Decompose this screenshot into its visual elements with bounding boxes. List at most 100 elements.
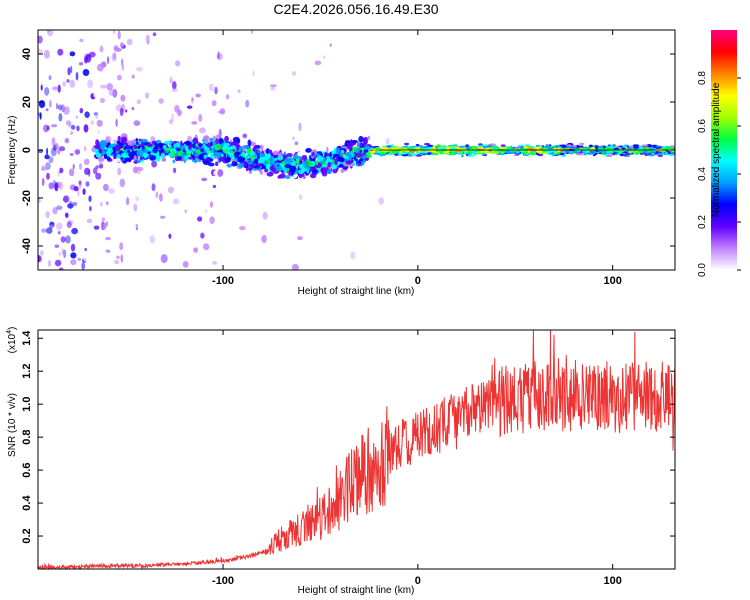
spectrogram-ridge-cell (258, 168, 263, 173)
spectrogram-ridge-cell (363, 137, 368, 141)
spectrogram-noise-cell (61, 248, 65, 255)
spectrogram-noise-cell (106, 56, 110, 64)
spectrogram-ridge-cell (603, 150, 607, 154)
spectrogram-ridge-cell (435, 153, 439, 156)
spectrogram-noise-cell (252, 70, 255, 77)
spectrogram-noise-cell (212, 184, 217, 189)
spectrogram-ridge-cell (358, 135, 364, 143)
spectrogram-noise-cell (119, 242, 124, 251)
spectrogram-ridge-cell (216, 152, 222, 158)
spectrogram-ridge-cell (349, 153, 352, 160)
spectrogram-noise-cell (182, 261, 189, 268)
spectrogram-noise-cell (298, 194, 303, 200)
spectrogram-noise-cell (84, 145, 87, 152)
spectrogram-noise-cell (117, 30, 121, 40)
spectrogram-ylabel: Frequency (Hz) (7, 116, 18, 185)
spectrogram-noise-cell (294, 141, 299, 146)
spectrogram-ridge-cell (363, 140, 367, 147)
colorbar-tick-label: 0.6 (697, 119, 708, 133)
spectrogram-noise-cell (162, 247, 167, 252)
spectrogram-noise-cell (135, 227, 138, 231)
spectrogram-ridge-cell (571, 150, 579, 154)
spectrogram-noise-cell (213, 170, 217, 176)
snr-frame (37, 329, 676, 570)
spectrogram-noise-cell (143, 105, 150, 113)
spectrogram-noise-cell (58, 252, 62, 256)
spectrogram-heatmap (38, 30, 675, 270)
spectrogram-ridge-cell (345, 140, 351, 144)
spectrogram-noise-cell (173, 167, 177, 174)
spectrogram-ridge-cell (255, 149, 258, 155)
spectrogram-noise-cell (105, 237, 112, 241)
spectrogram-ridge-cell (226, 163, 232, 168)
spectrogram-ridge-cell (387, 152, 394, 156)
spectrogram-noise-cell (69, 153, 74, 156)
spectrogram-noise-cell (83, 124, 89, 133)
spectrogram-ridge-cell (136, 149, 144, 156)
spectrogram-noise-cell (44, 49, 50, 59)
spectrogram-ridge-cell (311, 152, 315, 157)
spectrogram-noise-cell (239, 226, 246, 231)
spectrogram-noise-cell (121, 58, 124, 67)
spectrogram-ridge-cell (259, 144, 264, 151)
spectrogram-ridge-cell (630, 145, 634, 148)
spectrogram-ridge-cell (230, 145, 237, 150)
spectrogram-ridge-cell (127, 142, 134, 146)
spectrogram-noise-cell (199, 127, 206, 134)
spectrogram-ridge-cell (382, 150, 389, 153)
spectrogram-ridge-cell (478, 143, 483, 146)
spectrogram-ridge-cell (594, 152, 598, 156)
spectrogram-noise-cell (176, 109, 183, 116)
spectrogram-ridge-cell (243, 144, 250, 150)
spectrogram-noise-cell (88, 51, 96, 58)
spectrogram-noise-cell (153, 76, 157, 81)
colorbar-gradient (711, 30, 737, 270)
y-tick-label: 1.4 (21, 330, 33, 346)
spectrogram-noise-cell (160, 215, 166, 219)
spectrogram-noise-cell (131, 74, 135, 79)
spectrogram-noise-cell (168, 75, 173, 81)
spectrogram-noise-cell (69, 79, 76, 88)
spectrogram-ridge-cell (253, 158, 259, 164)
spectrogram-noise-cell (54, 182, 59, 192)
spectrogram-noise-cell (209, 216, 215, 225)
x-tick-label: 100 (603, 275, 621, 287)
spectrogram-ridge-cell (425, 152, 433, 155)
spectrogram-noise-cell (59, 267, 64, 270)
spectrogram-noise-cell (69, 168, 75, 177)
spectrogram-ridge-cell (269, 156, 275, 163)
spectrogram-noise-cell (132, 166, 139, 174)
spectrogram-noise-cell (102, 223, 107, 230)
x-tick-label: 100 (603, 575, 621, 587)
spectrogram-panel: -100 0 100 -40 -20 0 20 40 Height of straight l… (7, 29, 676, 297)
spectrogram-noise-cell (87, 79, 94, 89)
spectrogram-ridge-cell (445, 146, 451, 150)
spectrogram-ridge-cell (149, 148, 152, 152)
spectrogram-noise-cell (40, 250, 44, 256)
spectrogram-ridge-cell (292, 154, 298, 160)
spectrogram-noise-cell (86, 218, 93, 224)
spectrogram-noise-cell (378, 197, 385, 205)
spectrogram-noise-cell (41, 165, 45, 171)
spectrogram-ridge-cell (224, 157, 232, 163)
spectrogram-ridge-cell (409, 150, 414, 153)
spectrogram-ridge-cell (329, 152, 332, 158)
spectrogram-ridge-cell (286, 160, 292, 165)
spectrogram-noise-cell (186, 105, 193, 109)
spectrogram-ridge-cell (256, 152, 261, 160)
spectrogram-ridge-cell (569, 151, 573, 154)
spectrogram-noise-cell (159, 193, 163, 202)
spectrogram-noise-cell (136, 166, 144, 172)
spectrogram-noise-cell (47, 260, 52, 267)
spectrogram-ridge-cell (290, 168, 296, 173)
spectrogram-noise-cell (167, 186, 175, 194)
spectrogram-noise-cell (134, 195, 137, 203)
spectrogram-ridge-cell (301, 154, 308, 161)
spectrogram-noise-cell (195, 93, 201, 98)
spectrogram-noise-cell (96, 119, 103, 127)
spectrogram-ridge-cell (622, 145, 627, 148)
spectrogram-noise-cell (57, 48, 64, 56)
spectrogram-noise-cell (126, 123, 134, 132)
spectrogram-ridge-cell (670, 151, 675, 155)
spectrogram-noise-cell (171, 87, 178, 93)
